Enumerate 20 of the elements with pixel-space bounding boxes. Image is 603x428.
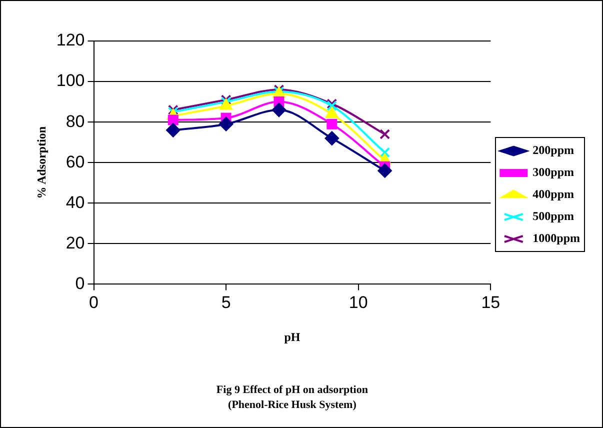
y-tick-label: 20 xyxy=(66,233,85,252)
y-axis-title: % Adsorption xyxy=(34,126,48,199)
legend-label: 400ppm xyxy=(532,187,574,202)
legend-label: 200ppm xyxy=(532,143,574,158)
x-axis-title: pH xyxy=(284,330,301,344)
x-tick-label: 5 xyxy=(221,293,231,312)
x-tick-label: 15 xyxy=(481,293,500,312)
y-tick-label: 80 xyxy=(66,112,85,131)
x-tick-label: 10 xyxy=(348,293,368,312)
x-tick-label: 0 xyxy=(89,293,98,312)
y-tick-label: 120 xyxy=(56,30,85,50)
legend-label: 1000ppm xyxy=(532,231,580,246)
legend-label: 300ppm xyxy=(532,165,574,180)
y-tick-label: 100 xyxy=(56,71,85,90)
text: (Phenol-Rice Husk System) xyxy=(228,399,357,411)
legend-label: 500ppm xyxy=(532,209,574,224)
y-tick-label: 60 xyxy=(66,152,85,172)
caption: Fig 9 Effect of pH on adsorption xyxy=(216,384,368,396)
y-tick-label: 40 xyxy=(66,192,85,212)
y-tick-label: 0 xyxy=(75,274,85,293)
